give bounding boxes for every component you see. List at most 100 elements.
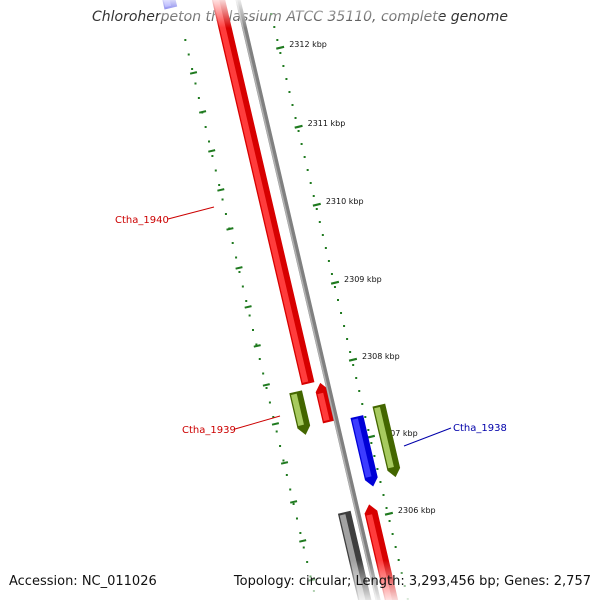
scale-minor-tick: [262, 383, 270, 387]
scale-dot: [279, 52, 282, 54]
scale-dot: [315, 208, 318, 210]
scale-dot: [208, 140, 211, 143]
scale-dot: [292, 503, 295, 505]
gene-label: Ctha_1940: [115, 215, 169, 226]
scale-dot: [376, 468, 379, 470]
scale-minor-tick: [189, 71, 198, 75]
scale-tick-label: 2312 kbp: [289, 40, 327, 49]
scale-dot: [241, 285, 244, 288]
scale-dot: [300, 143, 303, 145]
gene-olive-right-highlight: [374, 406, 394, 469]
scale-dot: [297, 130, 300, 132]
scale-dot: [258, 358, 261, 360]
gene-ctha-1940: [211, 0, 315, 386]
scale-dot: [382, 494, 385, 496]
scale-dot: [295, 517, 298, 520]
gene-label: Ctha_1939: [182, 425, 236, 436]
scale-dot: [318, 221, 321, 223]
scale-major-tick: [330, 280, 340, 285]
scale-major-tick: [276, 45, 285, 50]
scale-dot: [275, 430, 278, 433]
scale-dot: [367, 429, 370, 431]
scale-dot: [333, 286, 336, 288]
scale-minor-tick: [235, 266, 243, 270]
scale-dot: [299, 532, 302, 534]
scale-dot: [184, 39, 187, 41]
scale-dot: [289, 488, 292, 491]
scale-dot: [252, 329, 254, 331]
scale-dot: [312, 195, 315, 197]
gene-red-mid: [315, 382, 336, 424]
scale-dot: [324, 247, 327, 249]
scale-dot: [282, 65, 285, 67]
scale-dot: [385, 507, 388, 509]
backbone-highlight: [235, 0, 378, 600]
top-fade: [160, 0, 440, 28]
gene-layer: [162, 0, 401, 600]
scale-dot: [187, 53, 190, 56]
scale-dot: [197, 97, 200, 99]
bottom-fade: [300, 560, 500, 600]
gene-olive-right: [372, 403, 401, 478]
scale-dot: [309, 182, 312, 184]
scale-minor-tick: [198, 110, 207, 114]
scale-dot: [391, 533, 394, 535]
scale-dot: [231, 242, 234, 244]
scale-minor-tick: [208, 149, 216, 153]
scale-dot: [262, 372, 265, 375]
scale-dot: [327, 260, 330, 262]
scale-dot: [294, 117, 297, 119]
scale-dot: [285, 78, 288, 80]
scale-major-tick: [384, 511, 394, 516]
gene-label-leader: [234, 415, 281, 430]
gene-ctha-1939: [289, 390, 311, 435]
scale-dot: [268, 401, 271, 404]
scale-dot: [302, 546, 305, 549]
scale-minor-tick: [217, 188, 225, 192]
scale-dot: [358, 390, 361, 392]
scale-dot: [221, 198, 224, 201]
scale-dot: [346, 338, 349, 340]
scale-dot: [282, 459, 285, 462]
scale-dot: [265, 387, 268, 389]
scale-minor-tick: [299, 539, 307, 543]
gene-label-leader: [167, 206, 215, 220]
scale-dot: [285, 474, 288, 476]
backbone-line: [235, 0, 381, 600]
gene-red-mid-highlight: [317, 392, 330, 422]
scale-dot: [214, 169, 217, 172]
label-layer: Ctha_1940 Ctha_1939 Ctha_1938: [115, 206, 507, 447]
scale-dot: [238, 271, 241, 273]
scale-dot: [204, 126, 207, 128]
scale-dot: [370, 442, 373, 444]
scale-minor-tick: [253, 344, 261, 348]
scale-tick-label: 2308 kbp: [362, 352, 400, 361]
gene-red-mid-shadow: [315, 382, 336, 424]
scale-dot: [245, 300, 248, 302]
scale-minor-tick: [289, 500, 298, 504]
scale-dot: [306, 169, 309, 171]
scale-dot: [394, 546, 397, 548]
scale-dot: [224, 213, 227, 215]
scale-dot: [255, 343, 258, 346]
scale-dot: [364, 416, 367, 418]
scale-dot: [340, 312, 343, 314]
scale-dot: [349, 351, 352, 353]
scale-dot: [361, 403, 364, 405]
scale-dot: [373, 455, 376, 457]
accession-text: Accession: NC_011026: [9, 574, 157, 589]
scale-dot: [379, 481, 382, 483]
scale-dot: [191, 68, 194, 70]
scale-tick-label: 2309 kbp: [344, 275, 382, 284]
scale-major-tick: [312, 202, 321, 207]
scale-dot: [194, 82, 197, 85]
scale-minor-tick: [244, 305, 252, 309]
scale-dot: [279, 445, 282, 447]
scale-major-tick: [348, 357, 358, 362]
scale-dot: [337, 299, 339, 301]
scale-dot: [352, 364, 355, 366]
gene-label: Ctha_1938: [453, 423, 507, 434]
scale-dot: [211, 155, 214, 157]
scale-minor-tick: [226, 227, 234, 231]
scale-dot: [388, 520, 391, 522]
